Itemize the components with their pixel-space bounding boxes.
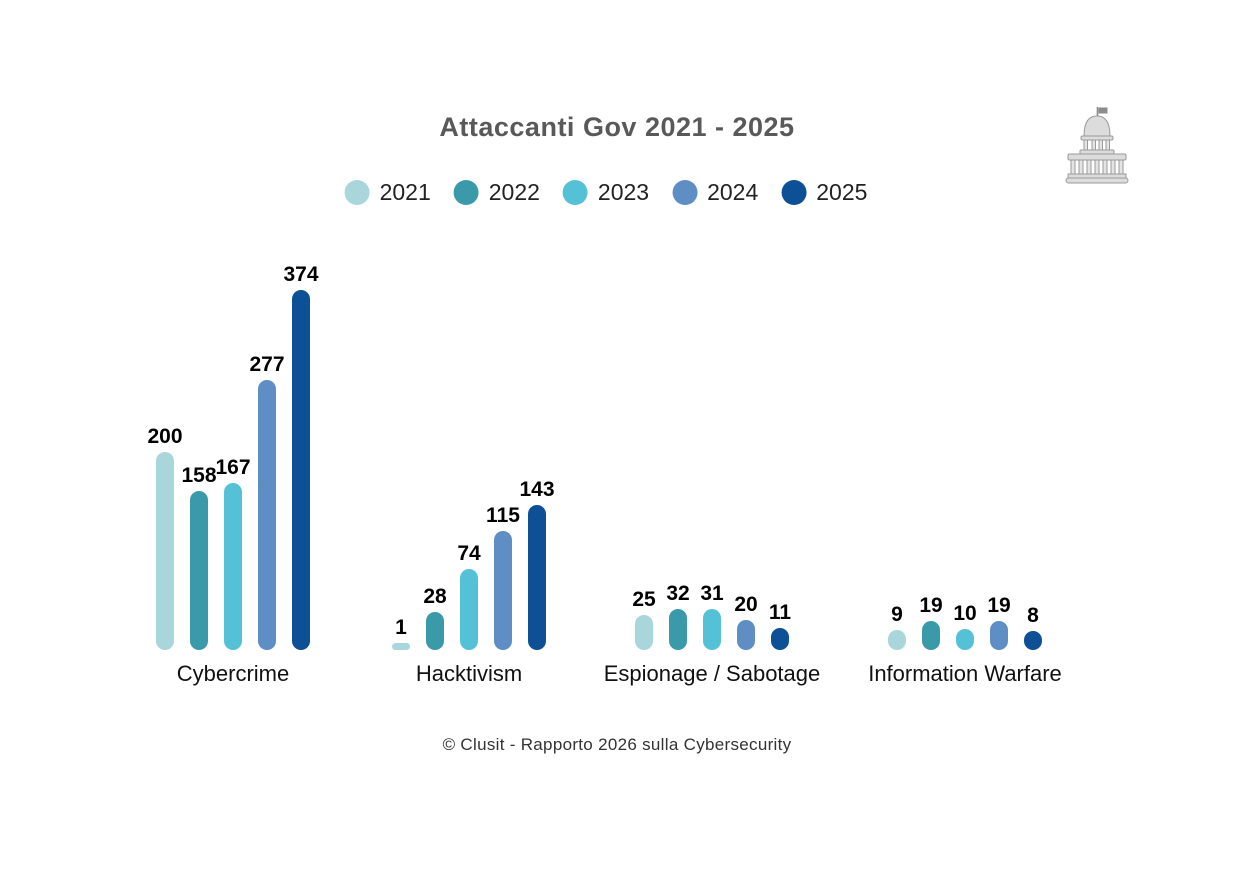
legend-label: 2025 bbox=[816, 179, 868, 205]
legend-item-2022: 2022 bbox=[453, 179, 540, 206]
bar-2025-information-warfare bbox=[1024, 631, 1042, 650]
bar-2024-cybercrime bbox=[258, 380, 276, 650]
value-label: 31 bbox=[700, 582, 724, 605]
value-label: 32 bbox=[666, 582, 690, 605]
footer-credit: © Clusit - Rapporto 2026 sulla Cybersecu… bbox=[442, 735, 792, 754]
value-label: 277 bbox=[249, 353, 285, 376]
legend-label: 2021 bbox=[379, 179, 431, 205]
value-label: 19 bbox=[987, 594, 1011, 617]
bar-2021-information-warfare bbox=[888, 630, 906, 650]
bar-2025-espionage-sabotage bbox=[771, 628, 789, 650]
category-label-cybercrime: Cybercrime bbox=[176, 661, 290, 686]
value-label: 374 bbox=[283, 263, 319, 286]
bar-2022-espionage-sabotage bbox=[669, 609, 687, 650]
category-label-espionage-sabotage: Espionage / Sabotage bbox=[603, 661, 821, 686]
legend-item-2024: 2024 bbox=[672, 179, 758, 206]
value-label: 20 bbox=[734, 593, 758, 616]
legend-dot-icon bbox=[562, 180, 588, 205]
value-label: 1 bbox=[395, 616, 407, 639]
value-label: 28 bbox=[423, 585, 447, 608]
bar-2025-cybercrime bbox=[292, 290, 310, 650]
legend-dot-icon bbox=[453, 180, 479, 205]
value-label: 158 bbox=[181, 464, 217, 487]
bar-2024-hacktivism bbox=[494, 531, 512, 650]
legend-label: 2024 bbox=[707, 179, 759, 205]
legend-dot-icon bbox=[344, 180, 370, 205]
bar-2023-cybercrime bbox=[224, 483, 242, 650]
value-label: 143 bbox=[519, 478, 555, 501]
bar-2023-espionage-sabotage bbox=[703, 609, 721, 650]
bar-2021-espionage-sabotage bbox=[635, 615, 653, 650]
value-label: 9 bbox=[891, 603, 903, 626]
bar-2022-information-warfare bbox=[922, 621, 940, 650]
bar-2023-information-warfare bbox=[956, 629, 974, 650]
legend-label: 2023 bbox=[597, 179, 650, 205]
category-label-hacktivism: Hacktivism bbox=[415, 661, 523, 686]
bar-2022-cybercrime bbox=[190, 491, 208, 650]
legend-dot-icon bbox=[781, 180, 807, 205]
value-label: 167 bbox=[215, 456, 251, 479]
bar-2023-hacktivism bbox=[460, 569, 478, 650]
government-building-icon bbox=[1065, 107, 1129, 184]
category-label-information-warfare: Information Warfare bbox=[868, 661, 1062, 686]
value-label: 200 bbox=[147, 425, 183, 448]
bar-2021-hacktivism bbox=[392, 643, 410, 650]
value-label: 25 bbox=[632, 588, 656, 611]
legend-item-2021: 2021 bbox=[344, 179, 431, 206]
value-label: 115 bbox=[486, 504, 520, 527]
value-label: 11 bbox=[768, 601, 792, 624]
bar-2024-espionage-sabotage bbox=[737, 620, 755, 650]
bar-2024-information-warfare bbox=[990, 621, 1008, 650]
bar-2025-hacktivism bbox=[528, 505, 546, 650]
legend-dot-icon bbox=[672, 180, 698, 205]
bar-2021-cybercrime bbox=[156, 452, 174, 650]
legend: 2021 2022 2023 2024 2025 bbox=[344, 179, 867, 206]
value-label: 10 bbox=[953, 602, 977, 625]
value-label: 74 bbox=[457, 542, 481, 565]
legend-item-2023: 2023 bbox=[562, 179, 650, 206]
legend-label: 2022 bbox=[488, 179, 540, 205]
bar-2022-hacktivism bbox=[426, 612, 444, 650]
chart-title: Attaccanti Gov 2021 - 2025 bbox=[439, 112, 795, 142]
value-label: 19 bbox=[919, 594, 943, 617]
legend-item-2025: 2025 bbox=[781, 179, 867, 206]
flag-icon bbox=[1098, 107, 1108, 114]
value-label: 8 bbox=[1027, 604, 1039, 627]
